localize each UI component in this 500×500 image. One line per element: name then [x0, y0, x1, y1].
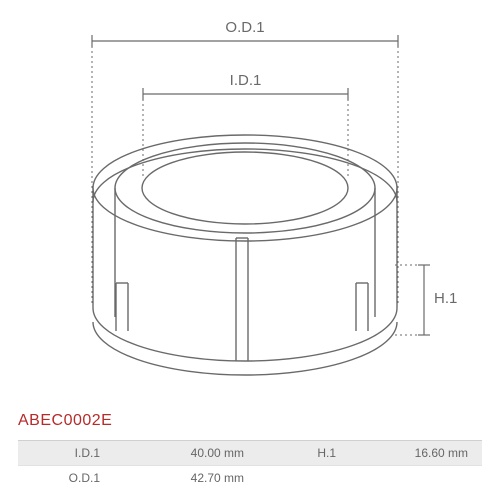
spec-value: 40.00 mm — [108, 441, 258, 465]
svg-text:I.D.1: I.D.1 — [230, 72, 262, 89]
spec-label: H.1 — [258, 441, 344, 465]
spec-label: I.D.1 — [18, 441, 108, 465]
spec-value — [344, 466, 482, 490]
svg-text:H.1: H.1 — [434, 290, 457, 307]
table-row: I.D.1 40.00 mm H.1 16.60 mm — [18, 441, 482, 465]
spec-value: 42.70 mm — [108, 466, 258, 490]
spec-label — [258, 466, 344, 490]
spec-table: I.D.1 40.00 mm H.1 16.60 mm O.D.1 42.70 … — [18, 440, 482, 490]
table-row: O.D.1 42.70 mm — [18, 465, 482, 490]
part-diagram: O.D.1 I.D.1 H.1 — [0, 0, 500, 415]
part-number: ABEC0002E — [18, 412, 112, 430]
svg-text:O.D.1: O.D.1 — [225, 19, 264, 36]
spec-value: 16.60 mm — [344, 441, 482, 465]
spec-label: O.D.1 — [18, 466, 108, 490]
